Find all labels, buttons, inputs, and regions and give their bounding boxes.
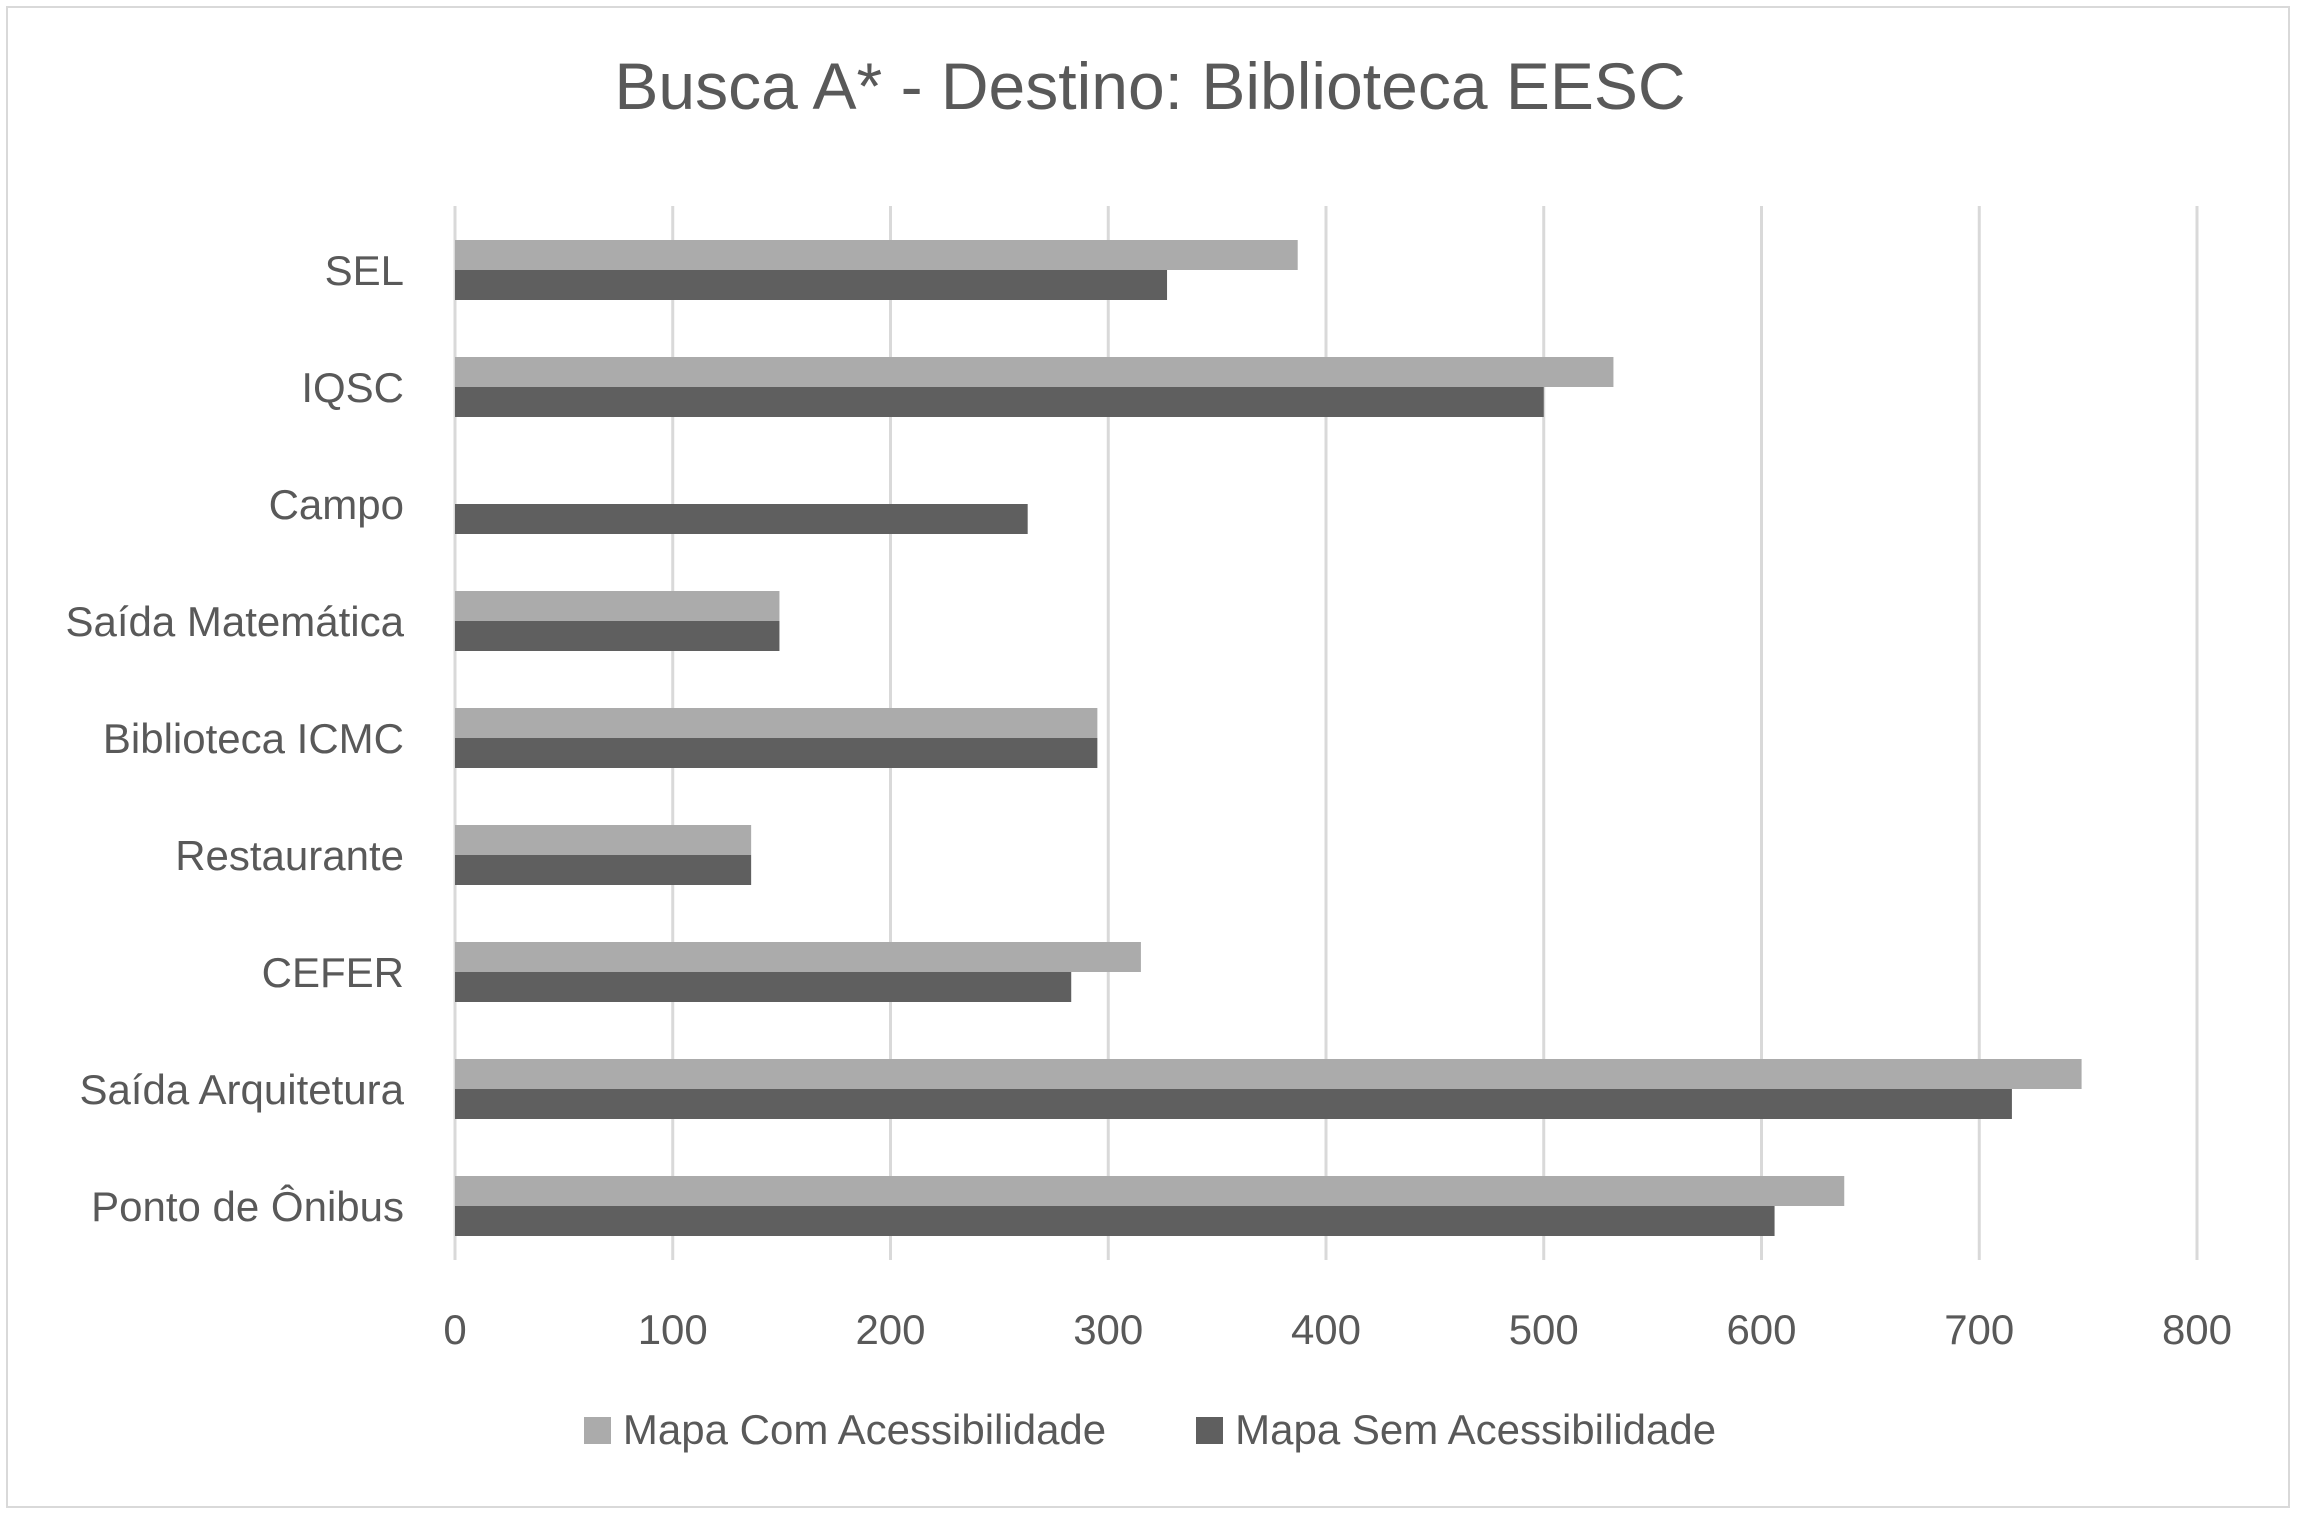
bar-com-acessibilidade [455, 1059, 2082, 1089]
bar-sem-acessibilidade [455, 1089, 2012, 1119]
category-labels: SEL IQSC Campo Saída Matemática Biblioteca I… [65, 247, 404, 1230]
x-tick-label: 700 [1944, 1306, 2014, 1353]
category-label: SEL [325, 247, 404, 294]
bar-com-acessibilidade [455, 591, 780, 621]
category-label: Ponto de Ônibus [91, 1183, 404, 1230]
bar-sem-acessibilidade [455, 387, 1544, 417]
bar-sem-acessibilidade [455, 738, 1098, 768]
bar-sem-acessibilidade [455, 504, 1028, 534]
bars [455, 240, 2082, 1236]
bar-sem-acessibilidade [455, 621, 780, 651]
bar-sem-acessibilidade [455, 972, 1072, 1002]
x-tick-label: 100 [638, 1306, 708, 1353]
bar-sem-acessibilidade [455, 270, 1168, 300]
bar-com-acessibilidade [455, 1176, 1845, 1206]
x-tick-label: 600 [1726, 1306, 1796, 1353]
legend-item-com-acessibilidade: Mapa Com Acessibilidade [583, 1406, 1107, 1454]
x-tick-label: 500 [1509, 1306, 1579, 1353]
x-tick-label: 300 [1073, 1306, 1143, 1353]
legend-swatch-sem-acessibilidade [1196, 1416, 1224, 1444]
x-tick-label: 800 [2162, 1306, 2232, 1353]
bar-com-acessibilidade [455, 357, 1614, 387]
category-label: Saída Matemática [65, 598, 404, 645]
bar-com-acessibilidade [455, 942, 1141, 972]
x-tick-label: 200 [855, 1306, 925, 1353]
category-label: Saída Arquitetura [79, 1066, 404, 1113]
x-tick-label: 0 [443, 1306, 466, 1353]
legend-label-sem-acessibilidade: Mapa Sem Acessibilidade [1235, 1406, 1717, 1453]
legend-item-sem-acessibilidade: Mapa Sem Acessibilidade [1196, 1406, 1716, 1454]
category-label: CEFER [262, 949, 404, 996]
category-label: Restaurante [175, 832, 404, 879]
chart-title: Busca A* - Destino: Biblioteca EESC [614, 49, 1686, 123]
legend-swatch-com-acessibilidade [583, 1416, 611, 1444]
x-tick-labels: 0 100 200 300 400 500 600 700 800 [443, 1306, 2232, 1353]
bar-com-acessibilidade [455, 708, 1098, 738]
legend: Mapa Com Acessibilidade Mapa Sem Acessib… [0, 1406, 2300, 1454]
category-label: Biblioteca ICMC [103, 715, 404, 762]
x-tick-label: 400 [1291, 1306, 1361, 1353]
category-label: IQSC [301, 364, 404, 411]
category-label: Campo [269, 481, 404, 528]
bar-sem-acessibilidade [455, 855, 752, 885]
legend-label-com-acessibilidade: Mapa Com Acessibilidade [622, 1406, 1107, 1453]
bar-com-acessibilidade [455, 825, 752, 855]
bar-sem-acessibilidade [455, 1206, 1775, 1236]
bar-com-acessibilidade [455, 240, 1298, 270]
